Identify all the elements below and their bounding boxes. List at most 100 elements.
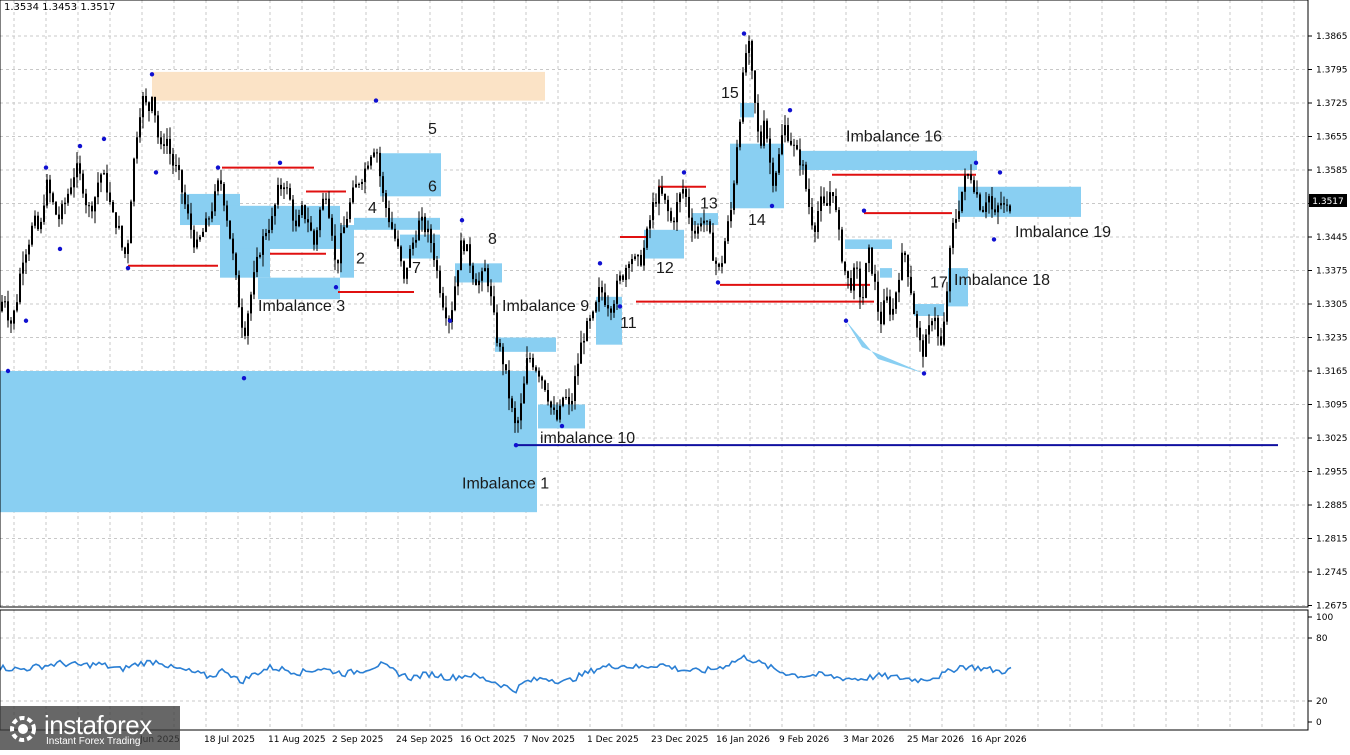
fractal-down [241, 375, 247, 381]
candle-body [196, 239, 198, 248]
y-tick-label: 1.2745 [1316, 568, 1348, 578]
candle-body [949, 247, 951, 292]
candle-body [577, 363, 579, 377]
candle-body [886, 296, 888, 301]
candle-body [325, 198, 327, 200]
imbalance-zone [258, 277, 340, 300]
candle-body [820, 196, 822, 211]
current-price-value: 1.3517 [1312, 197, 1344, 207]
candle-body [628, 264, 630, 268]
candle-body [655, 202, 657, 204]
candle-body [49, 179, 51, 194]
candle-body [451, 310, 453, 322]
candle-body [43, 205, 45, 222]
candle-body [946, 291, 948, 322]
candle-body [241, 307, 243, 328]
candle-body [871, 247, 873, 274]
x-tick-label: 18 Jul 2025 [204, 735, 255, 745]
candle-body [913, 293, 915, 315]
candle-body [664, 193, 666, 200]
candle-body [466, 244, 468, 252]
fractal-up [101, 136, 107, 142]
fractal-up [43, 165, 49, 170]
candle-body [997, 205, 999, 213]
candle-body [688, 196, 690, 218]
imbalance-zone [948, 268, 968, 307]
fractal-down [5, 368, 11, 374]
fractal-up [459, 218, 465, 223]
fractal-down [843, 318, 849, 323]
fractal-down [23, 318, 29, 323]
candle-body [247, 313, 249, 336]
candle-body [349, 202, 351, 219]
candle-body [772, 162, 774, 186]
candle-body [658, 186, 660, 204]
candle-body [919, 327, 921, 341]
candle-body [28, 244, 30, 255]
candle-body [100, 174, 102, 183]
x-tick-label: 16 Jan 2026 [716, 735, 770, 745]
candle-body [907, 255, 909, 277]
candle-body [256, 256, 258, 273]
candle-body [805, 164, 807, 189]
candle-body [412, 242, 414, 249]
candle-body [307, 219, 309, 223]
candle-body [37, 215, 39, 230]
candle-body [115, 212, 117, 228]
fractal-down [769, 203, 775, 209]
candle-body [34, 215, 36, 226]
candle-body [673, 220, 675, 223]
candle-body [88, 205, 90, 207]
candle-body [511, 398, 513, 408]
candle-body [682, 189, 684, 194]
x-tick-label: 23 Dec 2025 [651, 735, 709, 745]
candle-body [58, 214, 60, 220]
candle-body [229, 220, 231, 239]
candle-body [172, 153, 174, 166]
rsi-tick-label: 80 [1316, 634, 1328, 644]
candle-body [631, 259, 633, 265]
candle-body [301, 205, 303, 216]
zone-label: Imbalance 3 [258, 298, 345, 315]
candle-body [418, 220, 420, 240]
candle-body [85, 193, 87, 206]
candle-body [862, 297, 864, 299]
candle-body [70, 187, 72, 194]
candle-body [616, 280, 618, 304]
candle-body [637, 254, 639, 257]
imbalance-zone [596, 296, 622, 345]
candle-body [280, 184, 282, 190]
current-price-tag: 1.3517 [1309, 194, 1347, 207]
candle-body [409, 248, 411, 268]
candle-body [106, 173, 108, 193]
candle-body [361, 181, 363, 185]
candle-body [835, 196, 837, 210]
candle-body [832, 192, 834, 197]
candle-body [199, 236, 201, 240]
candle-body [721, 263, 723, 267]
candle-body [355, 184, 357, 188]
candle-body [166, 138, 168, 146]
candle-body [4, 301, 6, 303]
candle-body [298, 215, 300, 227]
candle-body [331, 217, 333, 236]
candle-body [976, 192, 978, 195]
candle-body [901, 252, 903, 280]
fractal-down [333, 285, 339, 290]
candle-body [508, 370, 510, 399]
candle-body [934, 317, 936, 322]
candle-body [496, 312, 498, 343]
zone-label: 7 [412, 260, 421, 277]
candle-body [169, 138, 171, 154]
candle-body [829, 192, 831, 206]
imbalance-zone [692, 213, 718, 226]
candle-body [889, 296, 891, 315]
candle-body [898, 279, 900, 293]
candle-body [145, 95, 147, 103]
candle-body [940, 336, 942, 345]
candle-body [193, 229, 195, 248]
candle-body [796, 145, 798, 150]
candle-body [253, 272, 255, 295]
